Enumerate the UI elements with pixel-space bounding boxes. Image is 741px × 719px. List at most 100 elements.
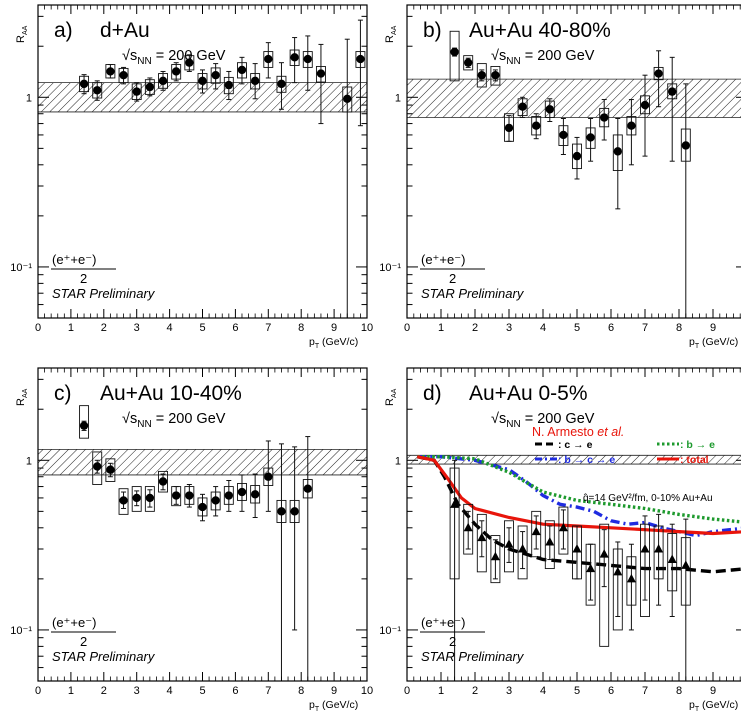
data-point-1: [93, 86, 102, 95]
fraction-numerator: (e⁺+e⁻): [421, 615, 465, 630]
x-tick-label: 2: [101, 685, 107, 697]
data-point-15: [277, 507, 286, 516]
sys-box-2: [476, 513, 487, 573]
collision-system: d+Au: [100, 19, 150, 42]
normalization-band: [38, 449, 367, 475]
x-tick-label: 9: [710, 322, 716, 334]
x-tick-label: 8: [298, 322, 304, 334]
x-tick-label: 1: [68, 322, 74, 334]
energy-suffix: = 200 GeV: [521, 48, 595, 64]
theory-author-name: N. Armesto: [532, 425, 594, 439]
data-point-0: [450, 499, 460, 508]
x-axis-label-main: p: [309, 336, 315, 348]
data-point-1: [463, 522, 473, 532]
data-point-12: [237, 487, 247, 497]
data-point-9: [572, 151, 582, 161]
data-point-10: [586, 133, 595, 142]
x-tick-label: 5: [199, 685, 205, 697]
data-point-0: [79, 79, 89, 89]
energy-sub: NN: [506, 419, 520, 430]
y-axis-label-main: R: [384, 35, 396, 43]
data-point-15: [654, 69, 663, 78]
panel-c: 0 1 2 3 4 5 6 7 8 9 10 10⁻¹ 1 RAA pT (GeV/c) c) Au+Au 10…: [10, 367, 373, 713]
x-tick-label: 0: [404, 685, 410, 697]
fraction-denominator: 2: [80, 634, 87, 649]
panel-label: c): [54, 382, 72, 405]
energy-prefix: √s: [122, 411, 137, 427]
sys-box-2: [476, 63, 487, 88]
data-point-5: [145, 82, 155, 92]
x-tick-label: 6: [608, 322, 614, 334]
plot-area: [407, 30, 741, 318]
sys-box-5: [144, 486, 155, 512]
data-point-17: [681, 141, 690, 150]
legend-label-1: : b → c → e: [558, 454, 615, 466]
sys-box-6: [531, 510, 542, 558]
theory-curve-0: [416, 455, 741, 574]
sys-box-8: [558, 506, 569, 555]
x-tick-label: 1: [68, 685, 74, 697]
x-tick-label: 6: [232, 685, 238, 697]
data-point-11: [599, 549, 609, 558]
data-point-16: [667, 554, 677, 564]
sys-box-11: [599, 523, 610, 647]
data-point-16: [668, 87, 677, 96]
legend-label-3: : total: [680, 454, 709, 466]
data-point-5: [518, 543, 528, 553]
x-axis-label: pT (GeV/c): [689, 336, 738, 350]
sys-box-3: [118, 488, 129, 515]
x-axis-label-main: p: [689, 699, 695, 711]
theory-author-etal: et al.: [594, 425, 625, 439]
x-axis-label-unit: (GeV/c): [319, 699, 358, 711]
data-point-4: [504, 123, 514, 133]
plot-area: [38, 405, 367, 681]
x-tick-label: 7: [642, 685, 648, 697]
plot-area: [407, 454, 741, 681]
data-point-13: [626, 573, 636, 583]
sys-box-3: [490, 535, 501, 584]
y-tick-label: 10⁻¹: [10, 262, 32, 274]
energy-suffix: = 200 GeV: [152, 48, 226, 64]
data-point-8: [558, 522, 568, 532]
x-axis-label: pT (GeV/c): [689, 699, 738, 713]
collision-system: Au+Au 0-5%: [469, 382, 588, 405]
x-tick-label: 2: [472, 322, 478, 334]
energy-suffix: = 200 GeV: [152, 411, 226, 427]
data-point-3: [119, 70, 128, 80]
preliminary-label: STAR Preliminary: [421, 286, 525, 301]
x-axis-label-unit: (GeV/c): [319, 336, 358, 348]
x-axis-label: pT (GeV/c): [309, 336, 358, 350]
sys-box-5: [517, 525, 528, 580]
data-point-2: [106, 465, 115, 474]
y-tick-label: 10⁻¹: [10, 625, 32, 637]
data-point-8: [185, 58, 194, 67]
y-tick-label: 1: [395, 455, 401, 467]
x-tick-label: 6: [232, 322, 238, 334]
data-point-10: [211, 496, 220, 505]
preliminary-label: STAR Preliminary: [421, 649, 525, 664]
data-point-15: [277, 79, 286, 89]
data-point-18: [316, 69, 326, 78]
data-point-4: [132, 87, 141, 96]
x-tick-label: 1: [438, 322, 444, 334]
y-axis-label: RAA: [15, 388, 29, 406]
data-point-14: [640, 100, 650, 110]
data-point-11: [600, 113, 609, 122]
x-tick-label: 9: [331, 685, 337, 697]
data-point-3: [490, 551, 500, 561]
energy-suffix: = 200 GeV: [521, 411, 595, 427]
data-point-2: [477, 532, 487, 542]
fraction-numerator: (e⁺+e⁻): [52, 252, 96, 267]
x-tick-label: 3: [506, 322, 512, 334]
x-tick-label: 8: [298, 685, 304, 697]
x-axis-label-sub: T: [315, 706, 320, 713]
data-point-0: [79, 421, 89, 430]
y-axis-label-main: R: [15, 35, 27, 43]
fraction-numerator: (e⁺+e⁻): [421, 252, 465, 267]
energy-sub: NN: [506, 56, 520, 67]
y-axis-label-main: R: [384, 398, 396, 406]
x-tick-label: 4: [167, 685, 173, 697]
y-axis-label-main: R: [15, 398, 27, 406]
